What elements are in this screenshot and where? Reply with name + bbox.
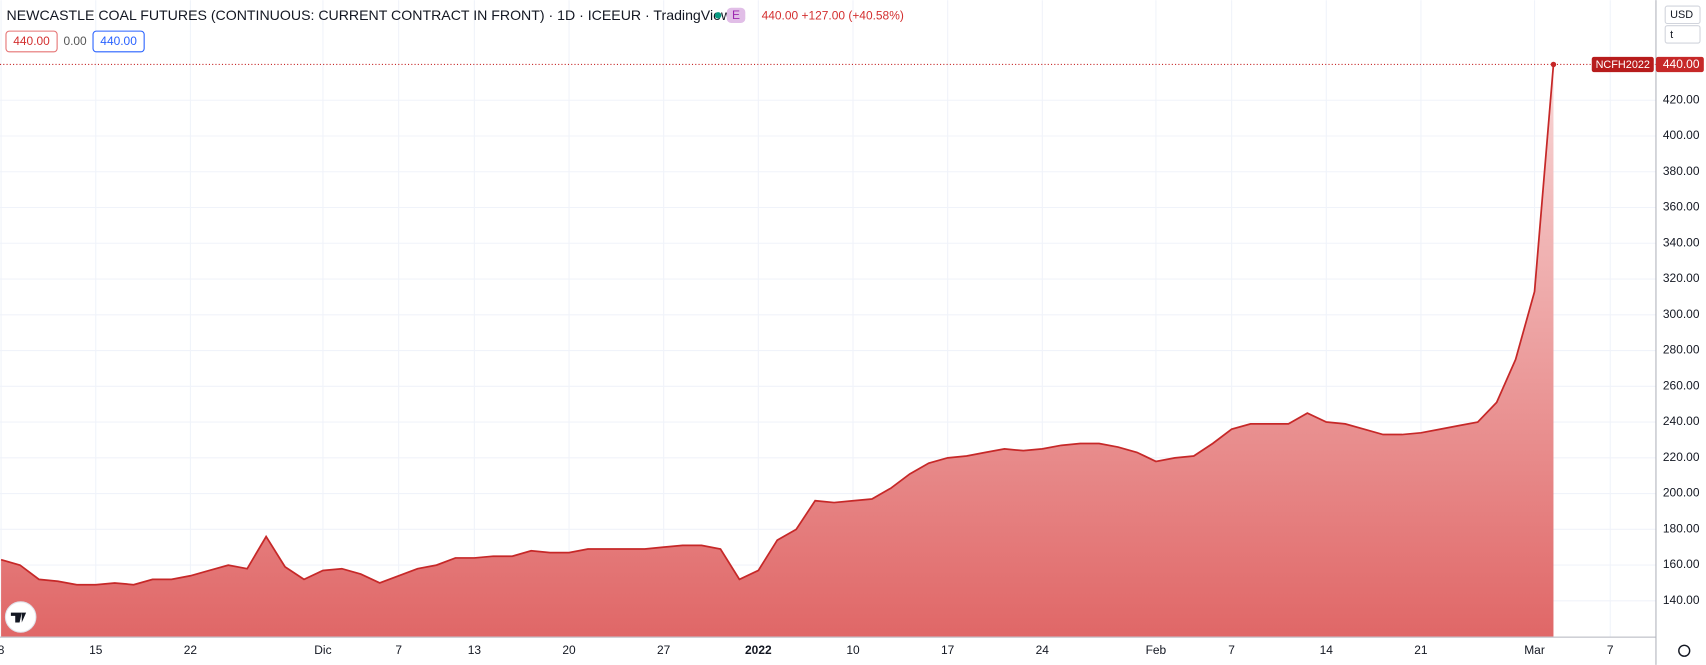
last-point (1550, 61, 1557, 68)
y-tick-label: 220.00 (1663, 450, 1700, 464)
badge-box (726, 7, 746, 23)
x-tick-label: 22 (184, 643, 198, 657)
x-tick-label: 14 (1320, 643, 1334, 657)
chart-title: NEWCASTLE COAL FUTURES (CONTINUOUS: CURR… (7, 7, 732, 23)
y-tick-label: 140.00 (1663, 593, 1700, 607)
y-tick-label: 360.00 (1663, 200, 1700, 214)
x-tick-label: 2022 (745, 643, 772, 657)
y-tick-label: 280.00 (1663, 343, 1700, 357)
y-tick-label: 240.00 (1663, 414, 1700, 428)
last-price-tag (1655, 56, 1704, 73)
y-tick-label: 420.00 (1663, 92, 1700, 106)
x-tick-label: 27 (657, 643, 671, 657)
currency[interactable]: USD (1670, 9, 1693, 21)
x-tick-label: 7 (1228, 643, 1235, 657)
price-line (0, 64, 1555, 586)
x-tick-label: 15 (89, 643, 103, 657)
y-tick-label: 380.00 (1663, 164, 1700, 178)
x-tick-label: 10 (846, 643, 860, 657)
x-tick-label: 24 (1036, 643, 1050, 657)
settings-icon[interactable] (1678, 644, 1691, 657)
symbol-tag (1591, 56, 1654, 73)
y-tick-label: 400.00 (1663, 128, 1700, 142)
legend-box (5, 30, 58, 53)
y-tick-label: 180.00 (1663, 521, 1700, 535)
ohlc-label: 0.00 (63, 34, 87, 48)
x-tick-label: Feb (1146, 643, 1167, 657)
y-tick-label: 200.00 (1663, 486, 1700, 500)
x-tick-label: 8 (0, 643, 5, 657)
x-tick-label: 20 (562, 643, 576, 657)
currency-select[interactable] (1664, 5, 1701, 25)
y-tick-label: 260.00 (1663, 378, 1700, 392)
x-tick-label: 17 (941, 643, 955, 657)
x-tick-label: Dic (314, 643, 331, 657)
x-tick-label: 7 (1607, 643, 1614, 657)
badge: E (732, 8, 740, 22)
ohlc-label: 440.00 (100, 34, 137, 48)
y-tick-label: 160.00 (1663, 557, 1700, 571)
legend-box (92, 30, 145, 53)
y-tick-label: 300.00 (1663, 307, 1700, 321)
area-fill (1, 64, 1554, 637)
unit[interactable]: t (1670, 29, 1673, 41)
logo-mark (10, 612, 27, 623)
y-tick-label: 340.00 (1663, 235, 1700, 249)
y-tick-label: 320.00 (1663, 271, 1700, 285)
ohlc-label: 440.00 (13, 34, 50, 48)
symbol-label: NCFH2022 (1596, 59, 1650, 71)
change-label: 440.00 +127.00 (+40.58%) (762, 9, 904, 23)
status-dot (714, 12, 722, 19)
last-price-label: 440.00 (1663, 57, 1700, 71)
x-tick-label: 7 (395, 643, 402, 657)
unit-select[interactable] (1664, 25, 1701, 44)
x-tick-label: Mar (1524, 643, 1545, 657)
x-tick-label: 21 (1414, 643, 1428, 657)
x-tick-label: 13 (468, 643, 482, 657)
